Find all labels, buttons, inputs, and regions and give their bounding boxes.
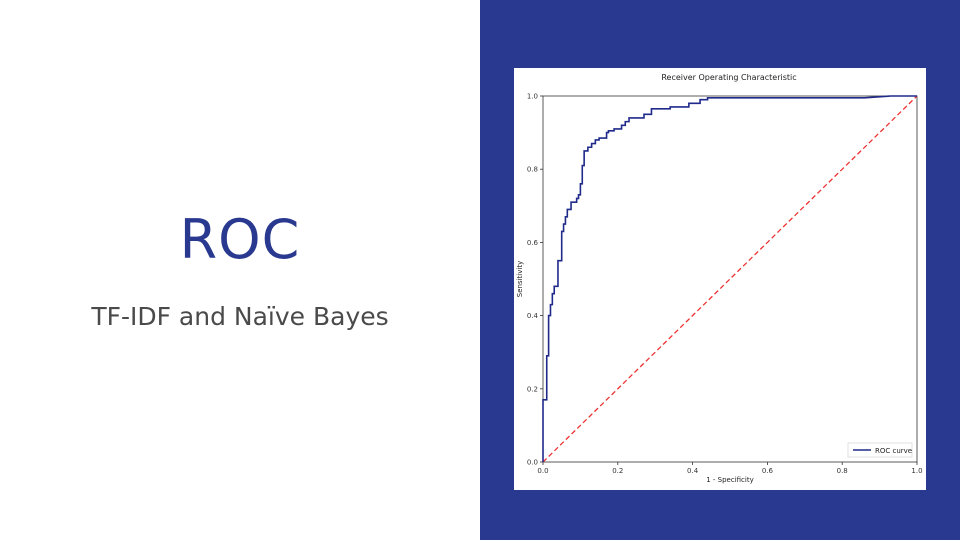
x-tick-label: 0.6 <box>762 467 774 475</box>
left-panel: ROC TF-IDF and Naïve Bayes <box>91 208 389 331</box>
roc-chart-frame: Receiver Operating Characteristic 0.0 0.2… <box>514 68 926 490</box>
series-layer <box>542 95 918 463</box>
x-tick-label: 0.0 <box>537 467 548 475</box>
x-tick-label: 0.8 <box>837 467 848 475</box>
x-tick-label: 0.4 <box>687 467 699 475</box>
chart-title: Receiver Operating Characteristic <box>661 73 796 82</box>
y-tick-label: 0.6 <box>527 239 539 247</box>
y-tick-label: 0.8 <box>527 166 538 174</box>
diagonal-reference-line <box>542 95 918 463</box>
x-tick-label: 0.2 <box>612 467 623 475</box>
legend-box <box>847 442 913 458</box>
y-tick-label: 0.0 <box>527 459 538 467</box>
x-tick-label: 1.0 <box>911 467 922 475</box>
y-tick-label: 0.4 <box>527 312 539 320</box>
y-tick-label: 0.2 <box>527 385 538 393</box>
legend-label-roc: ROC curve <box>875 447 912 455</box>
plot-area <box>542 95 918 463</box>
roc-curve-line <box>542 95 917 462</box>
legend: ROC curve <box>847 442 913 458</box>
y-axis-label: Sensitivity <box>516 261 524 297</box>
roc-chart: Receiver Operating Characteristic 0.0 0.2… <box>516 73 923 484</box>
x-axis-label: 1 - Specificity <box>706 476 754 484</box>
slide-subtitle: TF-IDF and Naïve Bayes <box>91 302 389 331</box>
x-axis: 0.0 0.2 0.4 0.6 0.8 1.0 <box>537 462 923 475</box>
y-axis: 0.0 0.2 0.4 0.6 0.8 1.0 <box>527 93 543 467</box>
y-tick-label: 1.0 <box>527 93 538 101</box>
slide-title: ROC <box>179 208 301 271</box>
